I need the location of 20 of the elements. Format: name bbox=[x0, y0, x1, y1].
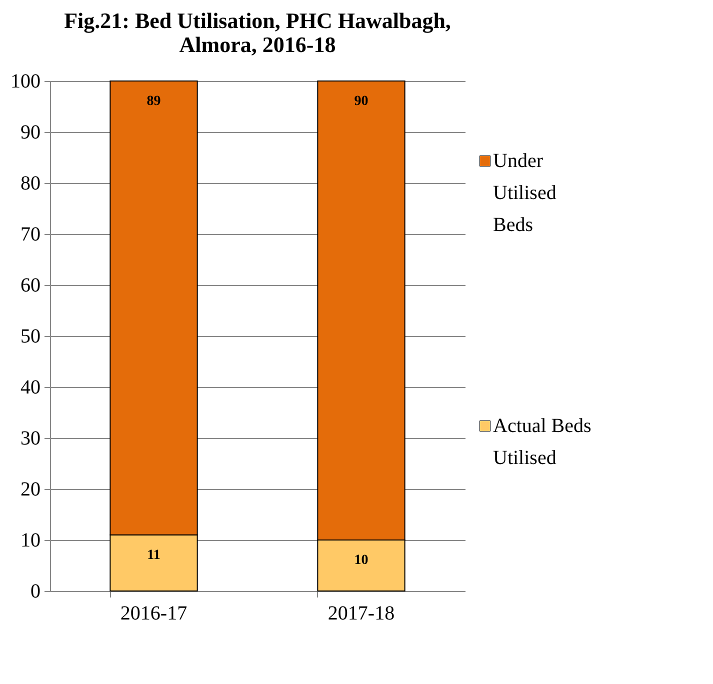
legend-label: Under Utilised Beds bbox=[493, 150, 556, 236]
y-tick-label: 30 bbox=[20, 428, 40, 450]
chart-title: Fig.21: Bed Utilisation, PHC Hawalbagh, Almora, 2016-18 bbox=[64, 8, 451, 57]
y-tick-label: 20 bbox=[20, 478, 40, 500]
y-tick-label: 10 bbox=[20, 530, 40, 552]
data-label: 11 bbox=[147, 548, 160, 563]
data-label: 10 bbox=[354, 553, 368, 568]
y-tick-label: 60 bbox=[20, 274, 40, 296]
y-tick-label: 70 bbox=[20, 224, 40, 246]
data-label: 89 bbox=[146, 94, 161, 109]
y-tick-label: 0 bbox=[30, 580, 40, 602]
y-tick-label: 50 bbox=[20, 326, 40, 348]
y-tick-label: 90 bbox=[20, 122, 40, 144]
x-tick-label: 2016-17 bbox=[120, 602, 188, 624]
y-tick-label: 80 bbox=[20, 172, 40, 194]
y-tick-label: 40 bbox=[20, 376, 40, 398]
x-tick-label: 2017-18 bbox=[328, 602, 395, 624]
legend-label: Actual Beds Utilised bbox=[493, 415, 592, 469]
data-label: 90 bbox=[354, 94, 368, 109]
y-tick-label: 100 bbox=[10, 70, 40, 92]
